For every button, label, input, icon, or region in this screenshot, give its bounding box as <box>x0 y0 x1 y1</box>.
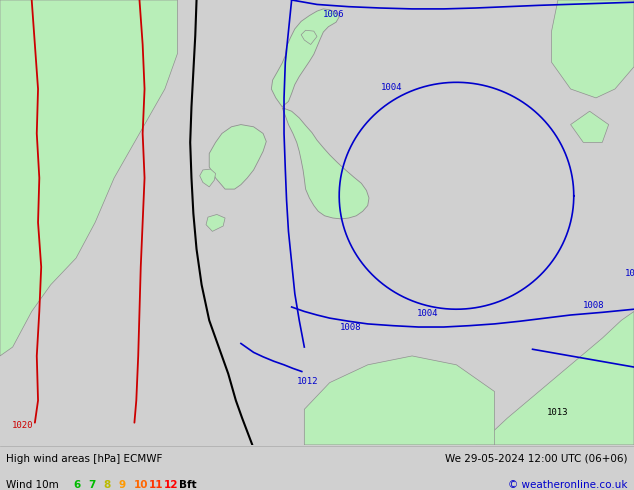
Text: 1013: 1013 <box>547 408 568 416</box>
Polygon shape <box>0 0 178 356</box>
Polygon shape <box>301 30 317 45</box>
Polygon shape <box>209 124 266 189</box>
Text: 7: 7 <box>88 480 96 490</box>
Polygon shape <box>271 9 339 107</box>
Polygon shape <box>200 169 216 187</box>
Text: 1008: 1008 <box>583 301 605 310</box>
Text: Bft: Bft <box>179 480 197 490</box>
Text: High wind areas [hPa] ECMWF: High wind areas [hPa] ECMWF <box>6 454 163 464</box>
Polygon shape <box>476 312 634 445</box>
Polygon shape <box>282 108 369 219</box>
Text: 8: 8 <box>103 480 110 490</box>
Text: We 29-05-2024 12:00 UTC (06+06): We 29-05-2024 12:00 UTC (06+06) <box>445 454 628 464</box>
Text: Wind 10m: Wind 10m <box>6 480 59 490</box>
Text: 1004: 1004 <box>380 83 402 92</box>
Polygon shape <box>552 0 634 98</box>
Text: 11: 11 <box>149 480 164 490</box>
Text: 12: 12 <box>164 480 179 490</box>
Text: 1012: 1012 <box>297 376 318 386</box>
Text: 1008: 1008 <box>340 323 361 332</box>
Polygon shape <box>206 215 225 231</box>
Text: 10: 10 <box>624 269 634 278</box>
Text: 1020: 1020 <box>11 421 33 430</box>
Text: 1006: 1006 <box>323 10 345 19</box>
Text: 6: 6 <box>73 480 80 490</box>
Polygon shape <box>304 356 495 445</box>
Text: 1004: 1004 <box>417 309 439 318</box>
Text: 9: 9 <box>119 480 126 490</box>
Text: 10: 10 <box>134 480 148 490</box>
Text: © weatheronline.co.uk: © weatheronline.co.uk <box>508 480 628 490</box>
Polygon shape <box>571 111 609 143</box>
